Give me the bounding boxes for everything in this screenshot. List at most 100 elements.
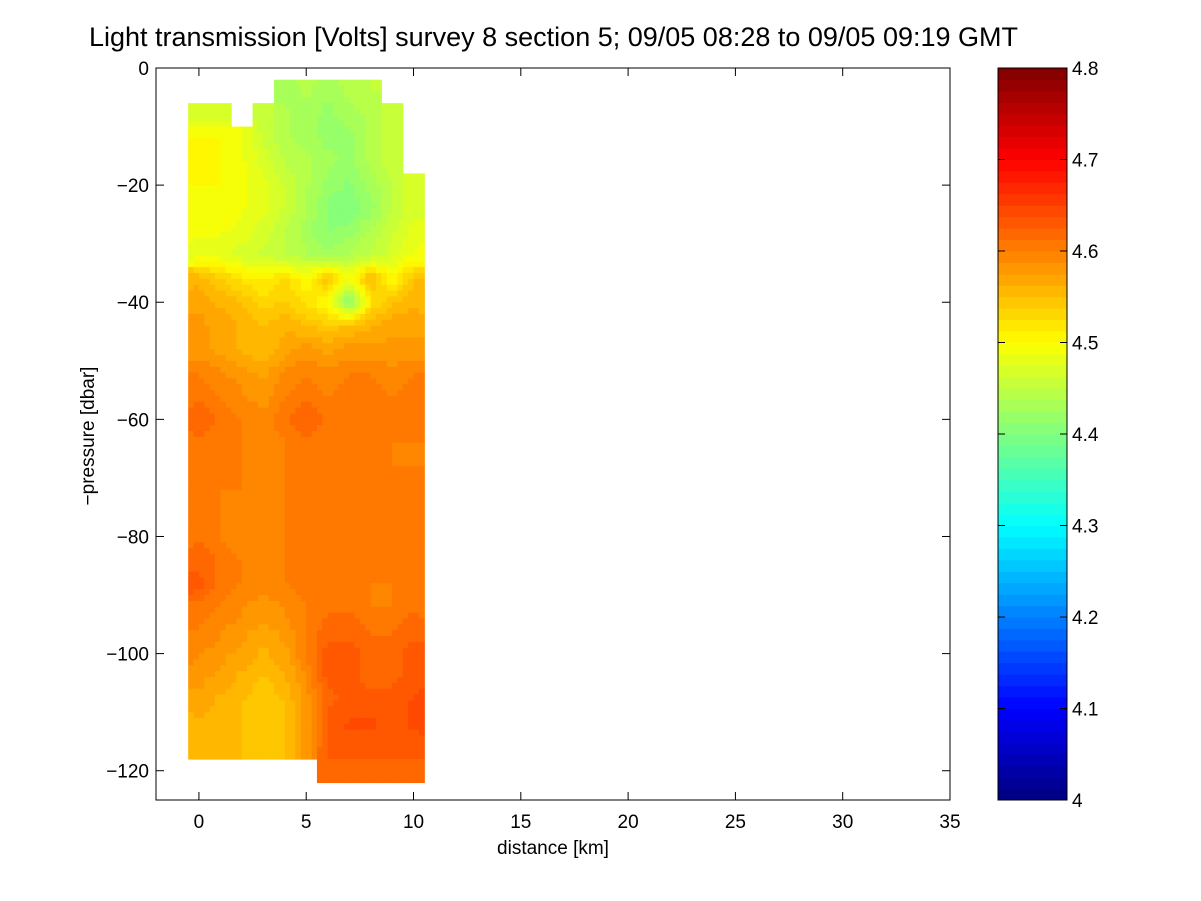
heatmap-cell — [349, 677, 356, 684]
heatmap-cell — [381, 741, 388, 748]
heatmap-cell — [284, 577, 291, 584]
heatmap-cell — [386, 448, 393, 456]
heatmap-cell — [252, 214, 259, 221]
heatmap-cell — [284, 220, 291, 227]
heatmap-cell — [381, 149, 388, 157]
heatmap-cell — [247, 530, 254, 538]
heatmap-cell — [343, 267, 350, 274]
heatmap-cell — [215, 712, 221, 719]
heatmap-cell — [274, 120, 280, 128]
heatmap-cell — [193, 331, 200, 338]
heatmap-cell — [359, 249, 366, 256]
heatmap-cell — [359, 600, 366, 608]
heatmap-cell — [354, 190, 361, 198]
heatmap-cell — [343, 442, 350, 450]
heatmap-cell — [247, 735, 254, 743]
heatmap-cell — [220, 583, 227, 590]
heatmap-cell — [252, 483, 259, 491]
heatmap-cell — [381, 390, 388, 397]
heatmap-cell — [413, 513, 420, 520]
heatmap-cell — [295, 354, 302, 362]
heatmap-cell — [343, 501, 350, 508]
heatmap-cell — [392, 723, 399, 731]
heatmap-cell — [333, 718, 339, 725]
heatmap-cell — [327, 284, 334, 292]
heatmap-cell — [252, 571, 259, 579]
heatmap-cell — [215, 190, 221, 198]
heatmap-cell — [300, 466, 307, 473]
heatmap-cell — [193, 618, 200, 625]
heatmap-cell — [220, 513, 227, 520]
heatmap-cell — [263, 354, 270, 362]
heatmap-cell — [268, 577, 275, 584]
heatmap-cell — [290, 401, 297, 409]
heatmap-cell — [284, 747, 291, 754]
heatmap-cell — [338, 466, 345, 473]
heatmap-cell — [300, 630, 307, 637]
heatmap-cell — [295, 413, 302, 420]
heatmap-cell — [241, 554, 248, 561]
heatmap-cell — [279, 161, 286, 169]
heatmap-cell — [279, 524, 286, 532]
heatmap-cell — [209, 700, 216, 707]
heatmap-cell — [306, 747, 313, 754]
heatmap-cell — [231, 313, 238, 321]
heatmap-cell — [402, 255, 409, 262]
heatmap-cell — [349, 354, 356, 362]
heatmap-cell — [198, 466, 205, 473]
heatmap-cell — [300, 366, 307, 374]
heatmap-cell — [306, 536, 313, 543]
heatmap-cell — [343, 220, 350, 227]
heatmap-cell — [268, 243, 275, 251]
heatmap-cell — [311, 477, 318, 485]
heatmap-cell — [241, 407, 248, 415]
heatmap-cell — [365, 653, 372, 661]
heatmap-cell — [252, 319, 259, 327]
heatmap-cell — [370, 759, 377, 766]
heatmap-cell — [359, 630, 366, 637]
heatmap-cell — [381, 513, 388, 520]
heatmap-cell — [306, 694, 313, 702]
heatmap-cell — [300, 460, 307, 467]
heatmap-cell — [311, 694, 318, 702]
heatmap-cell — [359, 495, 366, 502]
heatmap-cell — [343, 419, 350, 426]
heatmap-cell — [220, 425, 227, 432]
heatmap-cell — [392, 413, 399, 420]
heatmap-cell — [257, 161, 264, 169]
heatmap-cell — [381, 589, 388, 596]
heatmap-cell — [322, 278, 329, 286]
heatmap-cell — [193, 665, 200, 672]
heatmap-cell — [413, 267, 420, 274]
heatmap-cell — [316, 700, 323, 707]
heatmap-cell — [188, 606, 195, 614]
heatmap-cell — [408, 226, 415, 233]
heatmap-cell — [333, 108, 339, 116]
heatmap-cell — [418, 255, 425, 262]
heatmap-cell — [204, 185, 211, 192]
heatmap-cell — [418, 472, 425, 479]
heatmap-cell — [413, 261, 420, 268]
heatmap-cell — [359, 524, 366, 532]
heatmap-cell — [306, 313, 313, 321]
heatmap-cell — [402, 272, 409, 280]
heatmap-cell — [375, 354, 382, 362]
heatmap-cell — [418, 647, 425, 655]
heatmap-cell — [316, 79, 323, 87]
heatmap-cell — [311, 466, 318, 473]
heatmap-cell — [311, 360, 318, 368]
heatmap-cell — [215, 706, 221, 713]
heatmap-cell — [198, 653, 205, 661]
heatmap-cell — [268, 331, 275, 338]
heatmap-cell — [204, 208, 211, 215]
heatmap-cell — [300, 483, 307, 491]
heatmap-cell — [365, 243, 372, 251]
heatmap-cell — [300, 395, 307, 403]
heatmap-cell — [247, 495, 254, 502]
heatmap-cell — [397, 618, 404, 625]
heatmap-cell — [198, 589, 205, 596]
heatmap-cell — [349, 372, 356, 379]
heatmap-cell — [252, 630, 259, 637]
heatmap-cell — [381, 489, 388, 497]
heatmap-cell — [359, 436, 366, 444]
